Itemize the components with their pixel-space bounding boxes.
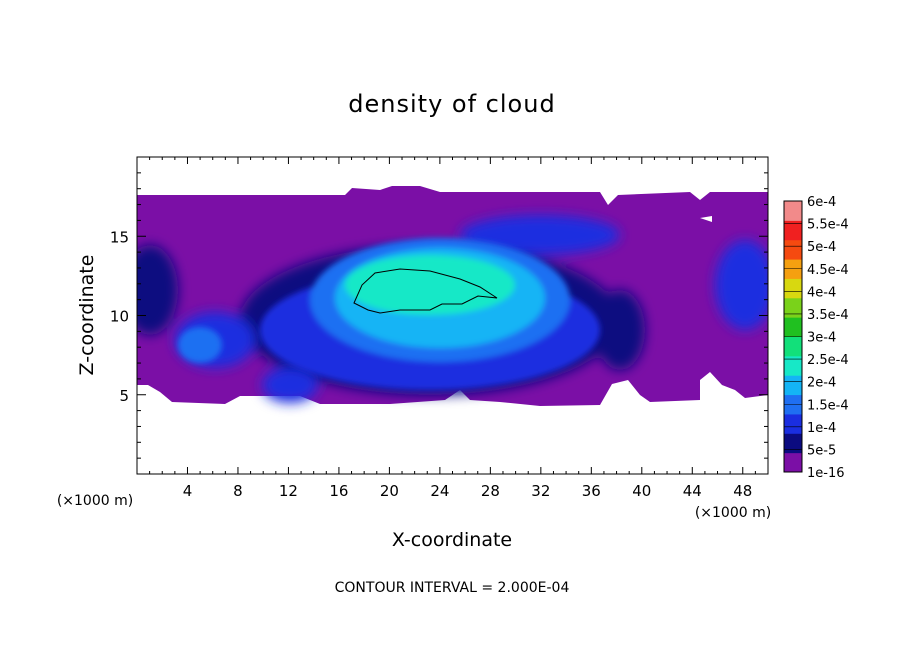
cloud-structure bbox=[262, 367, 318, 403]
colorbar-label: 2e-4 bbox=[807, 376, 836, 391]
colorbar-swatch bbox=[784, 317, 802, 337]
colorbar-label: 3.5e-4 bbox=[807, 308, 849, 323]
x-tick-label: 48 bbox=[733, 482, 752, 500]
x-unit-left: (×1000 m) bbox=[57, 493, 133, 509]
y-axis-label: Z-coordinate bbox=[76, 255, 98, 376]
colorbar-swatch bbox=[784, 413, 802, 434]
colorbar-label: 4.5e-4 bbox=[807, 263, 849, 278]
x-axis-label: X-coordinate bbox=[392, 529, 512, 551]
colorbar-label: 1.5e-4 bbox=[807, 398, 849, 413]
colorbar-labels: 1e-16 5e-5 1e-4 1.5e-4 2e-4 2.5e-4 3e-4 3.5e-4 4… bbox=[807, 195, 849, 481]
y-tick-labels: 5 10 15 bbox=[110, 228, 129, 405]
cloud-gap bbox=[700, 216, 712, 222]
cloud-structure bbox=[715, 240, 768, 330]
colorbar-swatch bbox=[784, 220, 802, 241]
x-tick-label: 16 bbox=[329, 482, 348, 500]
x-tick-label: 28 bbox=[481, 482, 500, 500]
cloud-structure bbox=[178, 327, 222, 363]
y-tick-marks bbox=[137, 172, 768, 459]
colorbar-label: 5e-4 bbox=[807, 240, 836, 255]
colorbar-label: 3e-4 bbox=[807, 331, 836, 346]
contour-line bbox=[353, 268, 498, 314]
x-tick-label: 32 bbox=[531, 482, 550, 500]
colorbar-swatch bbox=[784, 297, 802, 318]
colorbar-label: 5.5e-4 bbox=[807, 218, 849, 233]
x-tick-label: 8 bbox=[233, 482, 243, 500]
colorbar-swatch bbox=[784, 355, 802, 376]
colorbar-label: 1e-4 bbox=[807, 421, 836, 436]
x-tick-label: 4 bbox=[183, 482, 193, 500]
y-tick-label: 15 bbox=[110, 228, 129, 246]
colorbar-label: 5e-5 bbox=[807, 443, 836, 458]
cloud-structure bbox=[595, 290, 645, 370]
colorbar-swatch bbox=[784, 336, 802, 357]
colorbar-label: 4e-4 bbox=[807, 285, 836, 300]
x-tick-label: 36 bbox=[582, 482, 601, 500]
plot-area bbox=[137, 157, 768, 474]
x-tick-labels: 4 8 12 16 20 24 28 32 36 40 44 48 bbox=[183, 482, 753, 500]
colorbar-label: 6e-4 bbox=[807, 195, 836, 210]
colorbar-swatch bbox=[784, 433, 802, 454]
chart-title: density of cloud bbox=[348, 90, 555, 118]
colorbar-swatch bbox=[784, 239, 802, 260]
x-tick-label: 20 bbox=[380, 482, 399, 500]
cloud-structure bbox=[345, 255, 515, 315]
cloud-structure bbox=[137, 245, 178, 335]
colorbar-swatch bbox=[784, 452, 802, 473]
colorbar-label: 2.5e-4 bbox=[807, 353, 849, 368]
x-tick-marks bbox=[149, 157, 756, 474]
x-unit-right: (×1000 m) bbox=[695, 505, 771, 521]
y-tick-label: 5 bbox=[119, 387, 129, 405]
x-tick-label: 44 bbox=[683, 482, 702, 500]
colorbar-swatch bbox=[784, 278, 802, 299]
colorbar bbox=[783, 200, 803, 473]
colorbar-swatch bbox=[784, 201, 802, 221]
contour-interval-note: CONTOUR INTERVAL = 2.000E-04 bbox=[335, 580, 570, 596]
colorbar-label: 1e-16 bbox=[807, 466, 845, 481]
colorbar-swatch bbox=[784, 375, 802, 396]
y-tick-label: 10 bbox=[110, 308, 129, 326]
x-tick-label: 24 bbox=[430, 482, 449, 500]
x-tick-label: 40 bbox=[632, 482, 651, 500]
x-tick-label: 12 bbox=[279, 482, 298, 500]
